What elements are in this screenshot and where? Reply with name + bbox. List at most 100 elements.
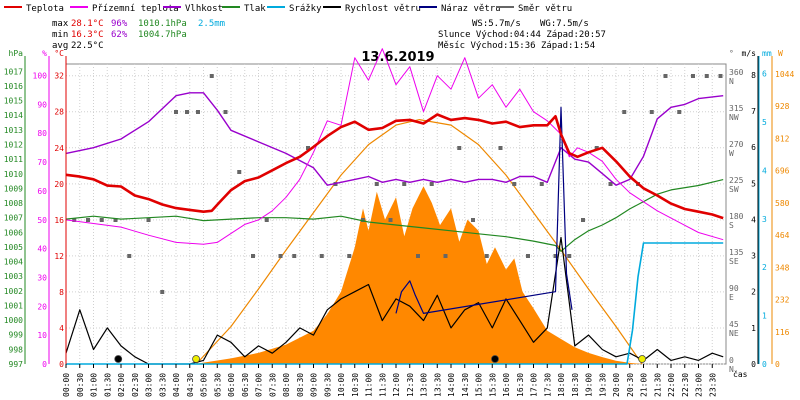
x-tick-label: 11:00 [365, 373, 374, 397]
mm-tick-label: 2 [762, 263, 767, 272]
stats-temp-min: 16.3°C [71, 30, 104, 40]
wind-direction-point [622, 110, 627, 114]
hpa-tick-label: 1000 [4, 316, 23, 325]
wind-direction-point [306, 146, 310, 150]
pct-tick-label: 40 [37, 245, 47, 254]
wind-direction-point [663, 74, 668, 78]
wind-gust-line [395, 106, 573, 314]
wind-direction-point [512, 182, 517, 186]
x-tick-label: 21:00 [640, 373, 649, 397]
legend: Teplota Přízemní teplota Vlhkost Tlak Srážky… [4, 4, 572, 14]
wind-direction-point [581, 218, 585, 222]
stats-hum-max: 96% [111, 19, 128, 29]
wind-direction-point [237, 170, 242, 174]
x-tick-label: 14:00 [447, 373, 456, 397]
stats-temp-max: 28.1°C [71, 19, 104, 29]
mm-axis-label: mm [762, 49, 772, 58]
hpa-tick-label: 1015 [4, 97, 23, 106]
pct-tick-label: 80 [37, 129, 47, 138]
pct-axis-label: % [42, 49, 47, 58]
mm-tick-label: 6 [762, 70, 767, 79]
x-tick-label: 18:30 [571, 373, 580, 397]
legend-item: Vlhkost [185, 4, 223, 14]
wind-direction-point [388, 218, 393, 222]
legend-item: Tlak [244, 4, 266, 14]
sunset-marker [638, 355, 647, 363]
x-tick-label: 17:30 [543, 373, 552, 397]
dir-tick-label: 90 [729, 284, 739, 293]
wind-direction-point [72, 218, 77, 222]
hpa-tick-label: 1017 [4, 67, 23, 76]
wind-direction-point [677, 110, 682, 114]
x-tick-label: 02:30 [131, 373, 140, 397]
dir-tick-label: 315 [729, 104, 744, 113]
stats-avg-label: avg [52, 41, 68, 51]
x-tick-label: 20:30 [626, 373, 635, 397]
wind-direction-point [264, 218, 269, 222]
x-tick-label: 15:00 [475, 373, 484, 397]
wm2-tick-label: 1044 [775, 70, 794, 79]
x-tick-label: 20:00 [612, 373, 621, 397]
stats-press-max: 1010.1hPa [138, 19, 187, 29]
pct-tick-label: 60 [37, 187, 47, 196]
mm-tick-label: 0 [762, 360, 767, 369]
temp-tick-label: 28 [54, 108, 64, 117]
temp-tick-label: 4 [59, 324, 64, 333]
wind-direction-point [127, 254, 132, 258]
wm2-tick-label: 696 [775, 167, 790, 176]
dir-tick-label: SW [729, 185, 739, 194]
hpa-tick-label: 998 [9, 345, 24, 354]
dir-tick-label: 360 [729, 68, 744, 77]
wm2-tick-label: 0 [775, 360, 780, 369]
x-tick-label: 01:30 [103, 373, 112, 397]
dir-tick-label: E [729, 293, 734, 302]
dir-tick-label: 45 [729, 320, 739, 329]
temp-axis-label: °C [54, 49, 64, 58]
hpa-tick-label: 1010 [4, 170, 23, 179]
mm-tick-label: 5 [762, 118, 767, 127]
wind-direction-point [174, 110, 178, 114]
wind-direction-point [209, 74, 214, 78]
wm2-tick-label: 232 [775, 296, 790, 305]
stats-min-label: min [52, 30, 68, 40]
wind-direction-point [374, 182, 379, 186]
wind-direction-point [319, 254, 324, 258]
legend-item: Srážky [289, 4, 322, 14]
hpa-tick-label: 1016 [4, 82, 23, 91]
wind-direction-point [185, 110, 189, 114]
wind-direction-point [526, 254, 530, 258]
wind-direction-point [402, 182, 407, 186]
stats-block: max min avg 28.1°C 16.3°C 22.5°C 96% 62%… [52, 19, 606, 51]
wind-direction-point [539, 182, 544, 186]
x-tick-label: 00:00 [62, 373, 71, 397]
hpa-tick-label: 999 [9, 331, 24, 340]
hpa-tick-label: 1006 [4, 228, 23, 237]
wind-direction-point [146, 218, 151, 222]
temp-tick-label: 12 [54, 252, 64, 261]
hpa-axis-label: hPa [9, 49, 24, 58]
wm2-tick-label: 464 [775, 231, 790, 240]
wm2-axis-label: W [778, 49, 783, 58]
dir-axis-label: ° [729, 49, 734, 58]
pct-tick-label: 30 [37, 273, 47, 282]
x-tick-label: 02:00 [117, 373, 126, 397]
wind-direction-point [347, 254, 352, 258]
moonset-marker [114, 355, 123, 363]
x-tick-label: 06:30 [241, 373, 250, 397]
temp-tick-label: 32 [54, 72, 64, 81]
dir-tick-label: 225 [729, 176, 744, 185]
legend-item: Rychlost větru [345, 4, 421, 14]
pct-tick-label: 70 [37, 158, 47, 167]
x-tick-label: 00:30 [76, 373, 85, 397]
hpa-tick-label: 1002 [4, 287, 23, 296]
wm2-tick-label: 812 [775, 134, 790, 143]
stats-wg: WG:7.5m/s [540, 19, 589, 29]
stats-sun: Slunce Východ:04:44 Západ:20:57 [438, 30, 606, 40]
legend-item: Náraz větru [441, 4, 501, 14]
hpa-tick-label: 1009 [4, 184, 23, 193]
hpa-tick-label: 1008 [4, 199, 23, 208]
wind-direction-point [443, 254, 448, 258]
wind-direction-point [113, 218, 118, 222]
axes: 00:00 00:30 01:00 01:30 02:00 02:30 03:00 03:30… [4, 49, 795, 397]
